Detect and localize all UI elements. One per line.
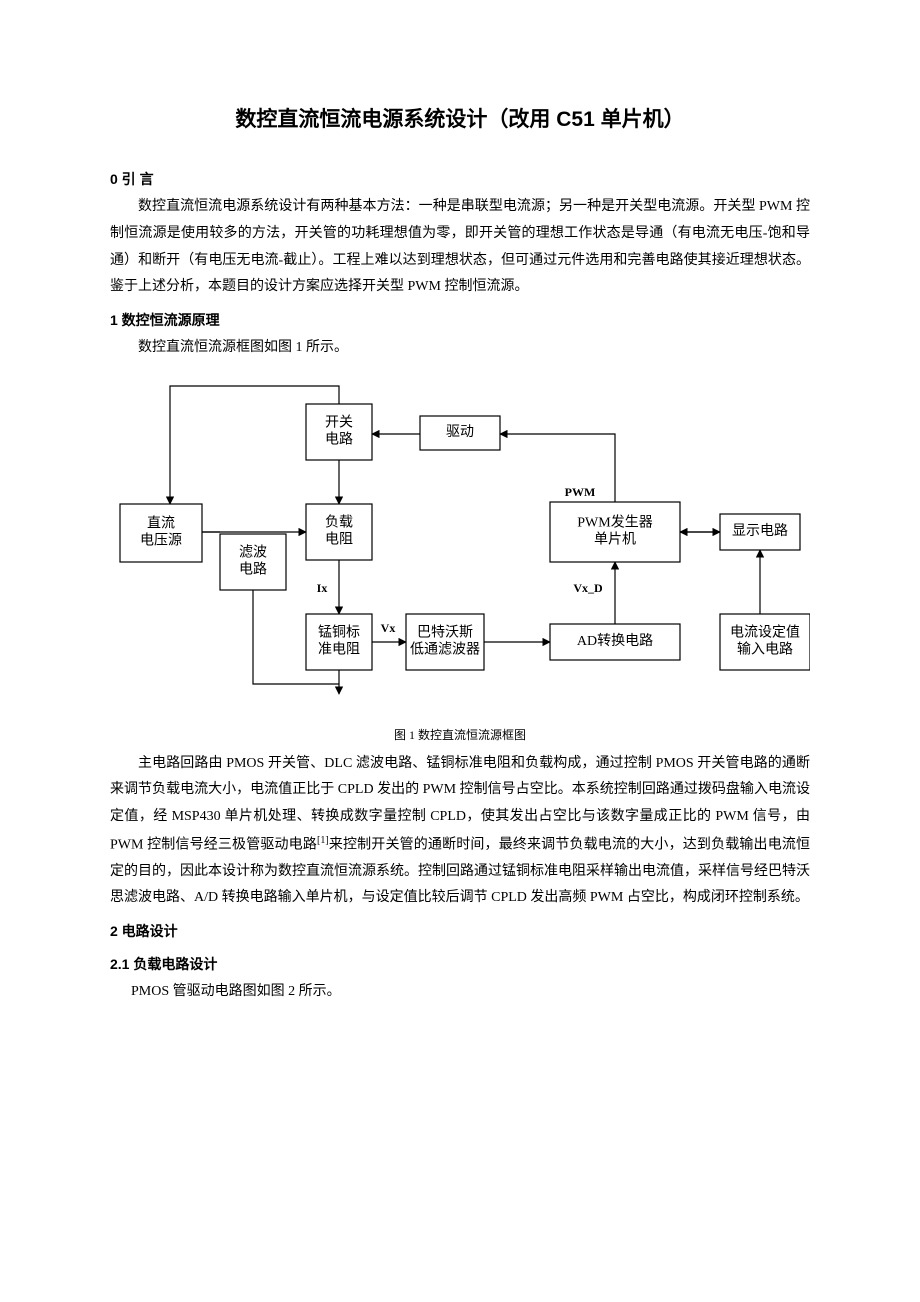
sec1-p2: 主电路回路由 PMOS 开关管、DLC 滤波电路、锰铜标准电阻和负载构成，通过控… [110,751,810,912]
svg-text:准电阻: 准电阻 [318,642,360,658]
svg-text:巴特沃斯: 巴特沃斯 [417,625,473,641]
svg-text:Vx: Vx [381,621,396,635]
node-bw: 巴特沃斯低通滤波器 [406,614,484,670]
svg-text:电路: 电路 [239,562,267,578]
svg-text:电路: 电路 [325,432,353,448]
svg-text:开关: 开关 [325,415,353,431]
node-driver: 驱动 [420,416,500,450]
svg-text:Vx_D: Vx_D [573,581,603,595]
node-dc: 直流电压源 [120,504,202,562]
figure-1-caption: 图 1 数控直流恒流源框图 [110,724,810,747]
node-mref: 锰铜标准电阻 [306,614,372,670]
sec1-heading: 1 数控恒流源原理 [110,307,810,334]
page-title: 数控直流恒流电源系统设计（改用 C51 单片机） [110,100,810,140]
svg-text:低通滤波器: 低通滤波器 [410,642,480,658]
sec21-heading: 2.1 负载电路设计 [110,951,810,978]
svg-text:电流设定值: 电流设定值 [730,625,800,641]
svg-text:电阻: 电阻 [325,532,353,548]
node-pwm: PWM发生器单片机 [550,502,680,562]
node-ad: AD转换电路 [550,624,680,660]
svg-text:AD转换电路: AD转换电路 [577,632,653,649]
svg-text:Ix: Ix [317,581,328,595]
node-load: 负载电阻 [306,504,372,560]
sec0-p1: 数控直流恒流电源系统设计有两种基本方法：一种是串联型电流源；另一种是开关型电流源… [110,194,810,300]
svg-text:电压源: 电压源 [140,533,182,549]
svg-text:PWM发生器: PWM发生器 [577,515,652,531]
node-display: 显示电路 [720,514,800,550]
node-setin: 电流设定值输入电路 [720,614,810,670]
svg-text:直流: 直流 [147,515,175,532]
sec2-heading: 2 电路设计 [110,918,810,945]
sec1-p1: 数控直流恒流源框图如图 1 所示。 [110,335,810,362]
node-switch: 开关电路 [306,404,372,460]
svg-text:单片机: 单片机 [594,532,636,548]
svg-text:PWM: PWM [565,485,596,499]
svg-text:负载: 负载 [325,515,353,531]
sec21-p1: PMOS 管驱动电路图如图 2 所示。 [110,979,810,1006]
node-filter: 滤波电路 [220,534,286,590]
figure-1: PWMIxVxVx_D直流电压源滤波电路开关电路驱动负载电阻PWM发生器单片机显… [110,374,810,714]
svg-text:显示电路: 显示电路 [732,523,788,539]
flowchart-svg: PWMIxVxVx_D直流电压源滤波电路开关电路驱动负载电阻PWM发生器单片机显… [110,374,810,714]
svg-text:输入电路: 输入电路 [737,642,793,658]
svg-text:驱动: 驱动 [446,424,474,440]
svg-text:锰铜标: 锰铜标 [318,625,360,641]
citation-1: [1] [317,835,329,846]
svg-text:滤波: 滤波 [239,545,267,561]
sec0-heading: 0 引 言 [110,166,810,193]
